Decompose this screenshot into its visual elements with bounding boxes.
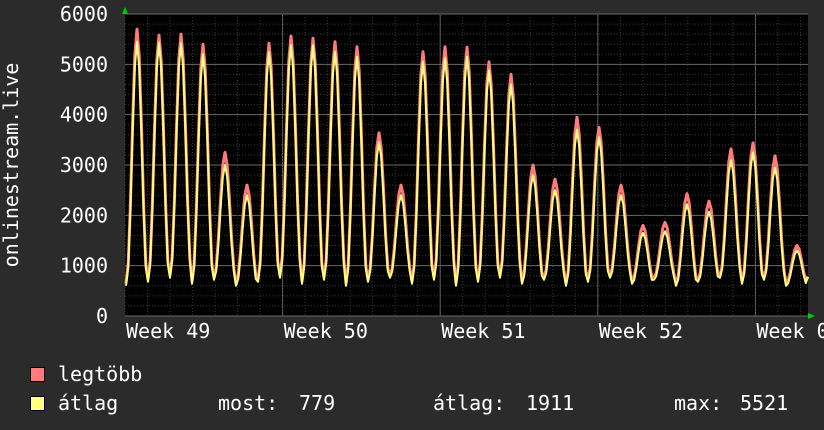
x-tick-label: Week 0 bbox=[756, 319, 824, 343]
y-tick-label: 0 bbox=[96, 304, 108, 328]
y-tick-label: 3000 bbox=[60, 153, 108, 177]
legend-item-atlag: átlag bbox=[30, 392, 118, 414]
y-tick-label: 6000 bbox=[60, 2, 108, 26]
x-tick-label: Week 52 bbox=[599, 319, 683, 343]
stat-atlag-value: 1911 bbox=[526, 391, 575, 415]
legend-label-legtobb: legtöbb bbox=[58, 362, 143, 386]
legend-item-legtobb: legtöbb bbox=[30, 363, 142, 385]
legend-label-atlag: átlag bbox=[58, 391, 119, 415]
y-tick-label: 1000 bbox=[60, 254, 108, 278]
y-tick-label: 5000 bbox=[60, 52, 108, 76]
x-tick-label: Week 49 bbox=[126, 319, 210, 343]
stat-most-value: 779 bbox=[299, 391, 336, 415]
y-axis-label: onlinestream.live bbox=[0, 63, 23, 268]
axis-arrow-right bbox=[808, 313, 815, 319]
x-axis: Week 49 Week 50 Week 51 Week 52 Week 0 bbox=[126, 319, 824, 343]
stat-most-label: most: bbox=[218, 391, 279, 415]
axis-arrow-top bbox=[122, 7, 128, 14]
series-line-1 bbox=[125, 40, 809, 287]
stat-atlag-label: átlag: bbox=[433, 391, 506, 415]
y-axis: 0 1000 2000 3000 4000 5000 6000 bbox=[60, 2, 108, 328]
y-tick-label: 4000 bbox=[60, 103, 108, 127]
stat-max-value: 5521 bbox=[740, 391, 789, 415]
y-tick-label: 2000 bbox=[60, 203, 108, 227]
stat-max-label: max: bbox=[674, 391, 723, 415]
x-tick-label: Week 51 bbox=[441, 319, 525, 343]
legend-swatch-atlag bbox=[30, 395, 45, 411]
legend-swatch-legtobb bbox=[30, 366, 45, 382]
series-group bbox=[124, 27, 810, 287]
x-tick-label: Week 50 bbox=[284, 319, 368, 343]
